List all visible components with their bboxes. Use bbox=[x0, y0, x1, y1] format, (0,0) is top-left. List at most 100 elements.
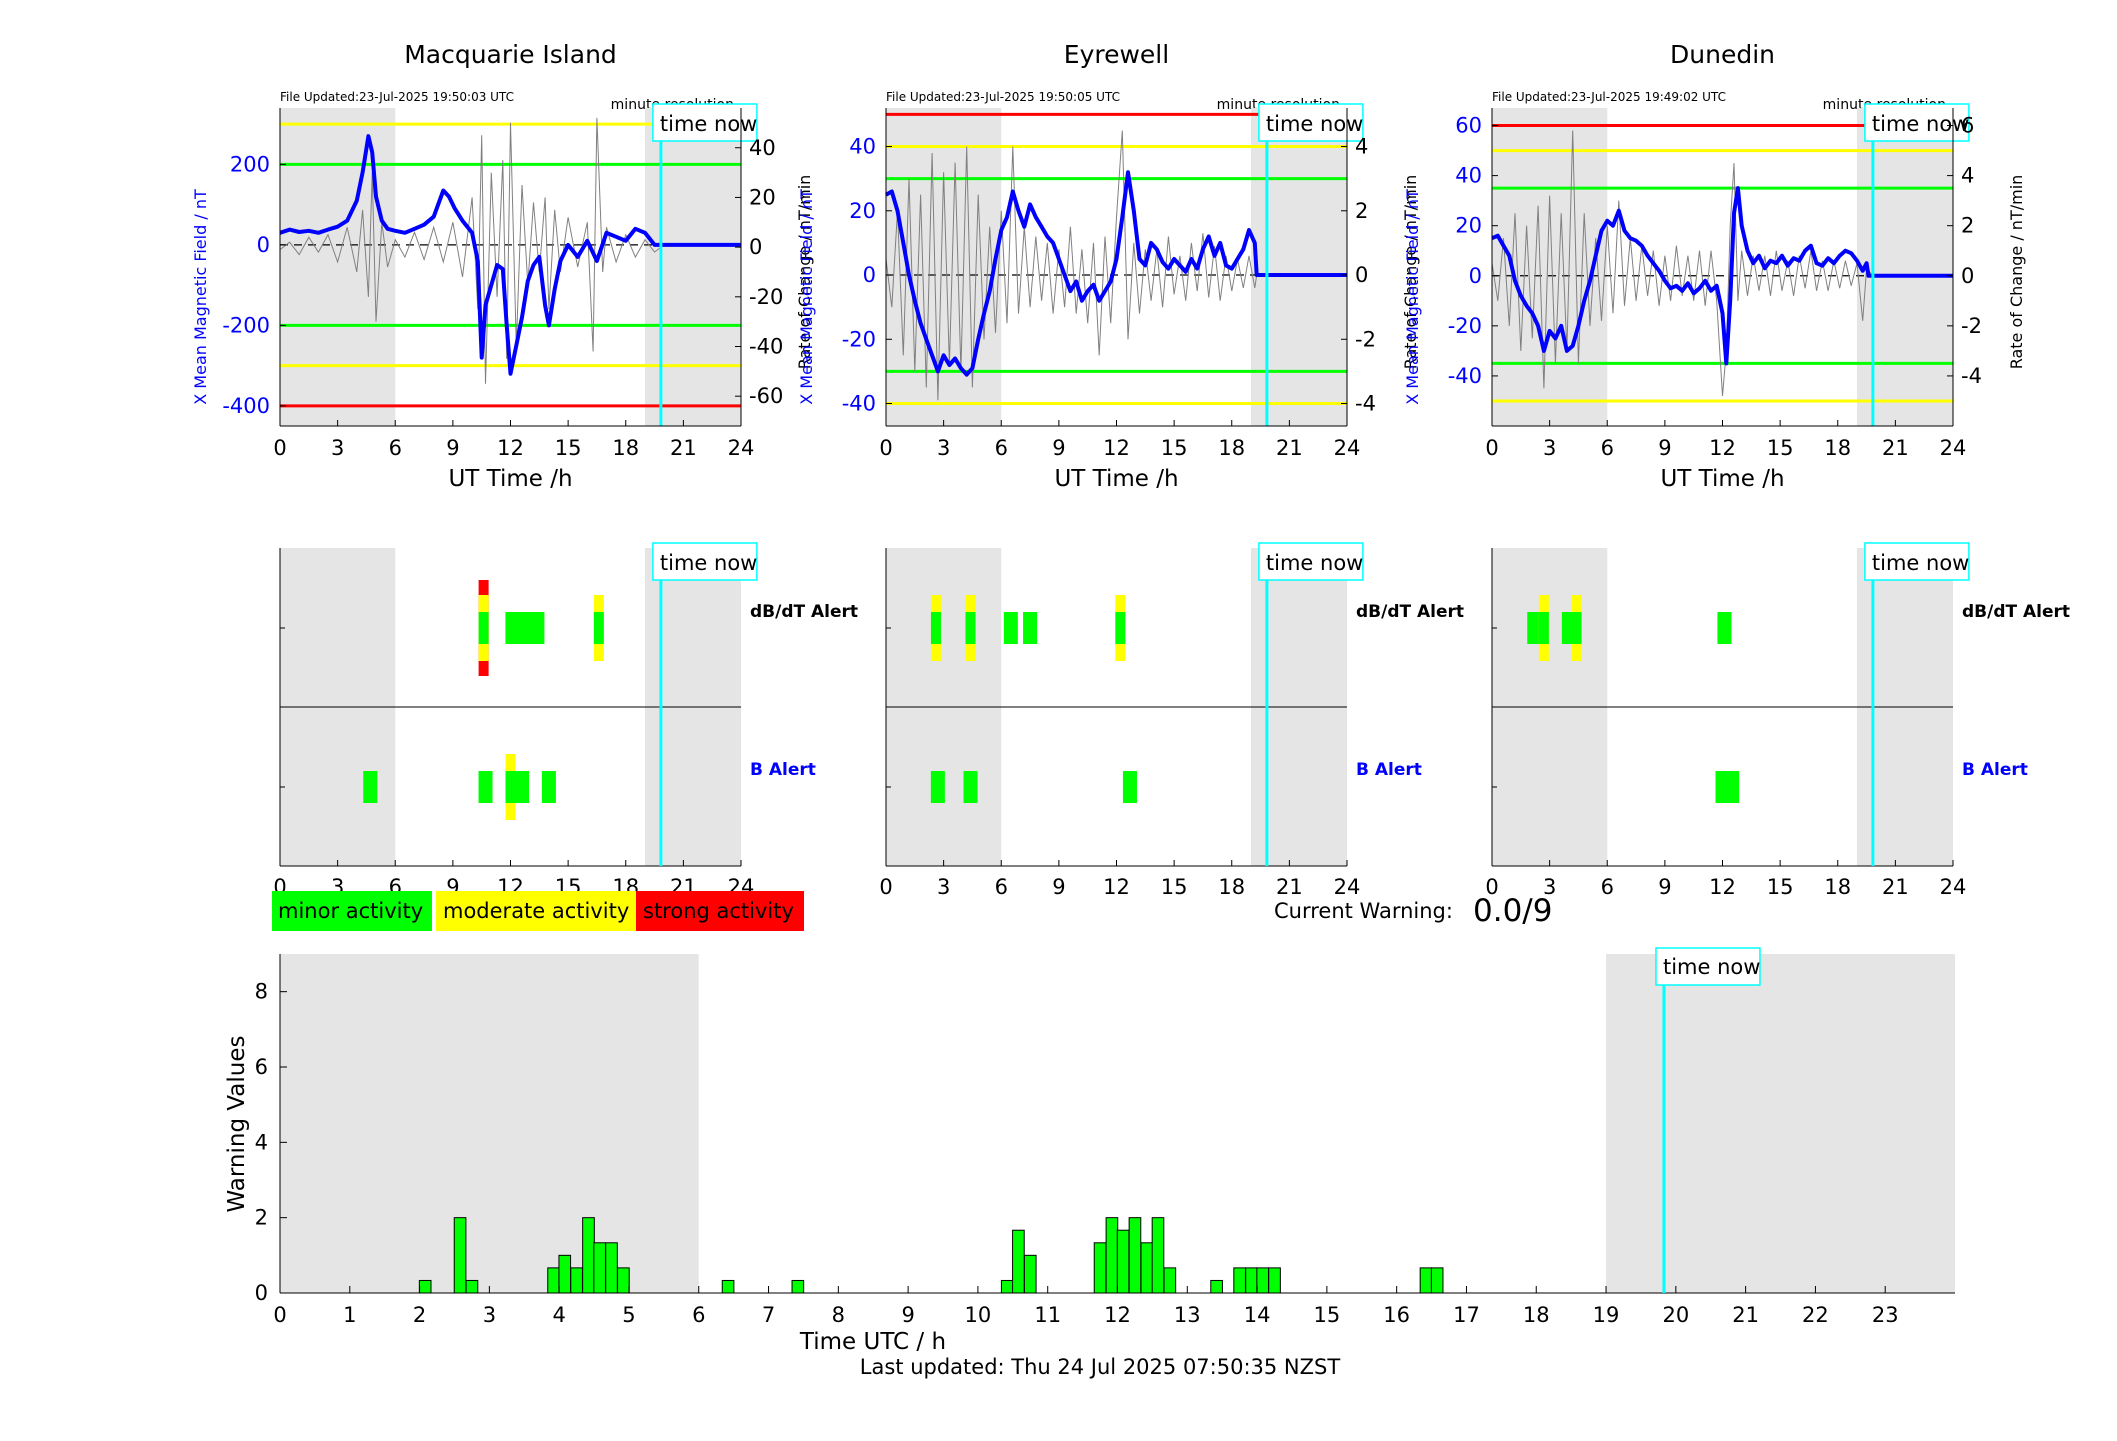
time-now-box bbox=[1655, 947, 1761, 986]
x-tick-label: 21 bbox=[1882, 875, 1909, 899]
x-tick-label: 3 bbox=[937, 875, 950, 899]
x-axis-label: Time UTC / h bbox=[799, 1329, 946, 1355]
b-alert-label: B Alert bbox=[1962, 760, 2028, 780]
x-tick-label: 15 bbox=[1161, 875, 1188, 899]
x-tick-label: 0 bbox=[1485, 436, 1498, 460]
alert-panel-2: time now dB/dT Alert B Alert 0 3 6 9 12 15 18 21 24 bbox=[1485, 542, 2070, 899]
right-tick-label: 40 bbox=[749, 136, 776, 160]
time-now-label: time now bbox=[1872, 551, 1969, 575]
station-panel-0: Macquarie Island File Updated:23-Jul-2025… bbox=[191, 40, 814, 492]
x-tick-label: 3 bbox=[1543, 436, 1556, 460]
x-tick-label: 6 bbox=[692, 1303, 705, 1327]
b-alert-mark-minor bbox=[541, 771, 556, 803]
warning-bar bbox=[547, 1267, 560, 1294]
b-alert-mark-minor bbox=[963, 771, 978, 803]
left-tick-label: 0 bbox=[1469, 264, 1482, 288]
x-tick-label: 17 bbox=[1453, 1303, 1480, 1327]
left-axis-label: X Mean Magnetic Field / nT bbox=[797, 189, 816, 405]
right-tick-label: 0 bbox=[1961, 264, 1974, 288]
legend-moderate-box bbox=[436, 891, 636, 931]
right-tick-label: 0 bbox=[1355, 263, 1368, 287]
right-tick-label: 4 bbox=[1355, 135, 1368, 159]
x-tick-label: 0 bbox=[273, 1303, 286, 1327]
time-now-box bbox=[652, 542, 758, 581]
alert-panels: time now dB/dT Alert B Alert 0 3 6 9 12 15 18 21 24… bbox=[273, 542, 2070, 899]
activity-legend: minor activity moderate activity strong … bbox=[272, 891, 804, 931]
y-tick-label: 4 bbox=[255, 1130, 268, 1154]
x-tick-label: 16 bbox=[1383, 1303, 1410, 1327]
dbdt-alert-mark-minor bbox=[965, 612, 976, 644]
time-now-box bbox=[1864, 103, 1970, 142]
x-tick-label: 9 bbox=[1658, 875, 1671, 899]
x-tick-label: 24 bbox=[1334, 875, 1361, 899]
left-tick-label: -400 bbox=[222, 394, 270, 418]
x-tick-label: 2 bbox=[413, 1303, 426, 1327]
x-tick-label: 15 bbox=[1314, 1303, 1341, 1327]
night-shade bbox=[1492, 108, 1608, 426]
x-tick-label: 14 bbox=[1244, 1303, 1271, 1327]
warning-bar bbox=[1093, 1242, 1107, 1294]
right-axis-label: Rate of Change / nT/min bbox=[795, 175, 814, 370]
dbdt-alert-mark-minor bbox=[1717, 612, 1732, 644]
right-tick-label: -4 bbox=[1355, 392, 1376, 416]
x-tick-label: 19 bbox=[1593, 1303, 1620, 1327]
dbdt-alert-mark-minor bbox=[516, 612, 531, 644]
warning-bar bbox=[605, 1242, 618, 1294]
left-tick-label: 20 bbox=[849, 199, 876, 223]
warning-bar bbox=[1163, 1267, 1177, 1294]
x-tick-label: 1 bbox=[343, 1303, 356, 1327]
warning-bar bbox=[1116, 1229, 1130, 1294]
b-alert-mark-minor bbox=[478, 771, 493, 803]
time-now-label: time now bbox=[660, 112, 757, 136]
current-warning: Current Warning: 0.0/9 bbox=[1274, 893, 1552, 929]
x-tick-label: 10 bbox=[965, 1303, 992, 1327]
night-shade bbox=[280, 954, 699, 1293]
x-tick-label: 18 bbox=[1824, 436, 1851, 460]
x-tick-label: 3 bbox=[483, 1303, 496, 1327]
x-tick-label: 12 bbox=[1709, 875, 1736, 899]
warning-bar bbox=[1268, 1267, 1281, 1294]
dbdt-alert-mark-minor bbox=[478, 612, 489, 644]
alert-panel-1: time now dB/dT Alert B Alert 0 3 6 9 12 15 18 21 24 bbox=[879, 542, 1464, 899]
last-updated: Last updated: Thu 24 Jul 2025 07:50:35 N… bbox=[860, 1355, 1341, 1379]
b-alert-mark-minor bbox=[1122, 771, 1137, 803]
right-tick-label: 20 bbox=[749, 185, 776, 209]
y-tick-label: 0 bbox=[255, 1281, 268, 1305]
x-tick-label: 18 bbox=[612, 436, 639, 460]
warning-bar bbox=[1105, 1217, 1119, 1294]
dbdt-alert-label: dB/dT Alert bbox=[1962, 602, 2070, 622]
warning-bar bbox=[1419, 1267, 1433, 1294]
b-alert-mark-minor bbox=[515, 771, 530, 803]
current-warning-label: Current Warning: bbox=[1274, 899, 1453, 923]
left-tick-label: -40 bbox=[1448, 364, 1482, 388]
b-alert-mark-minor bbox=[363, 771, 378, 803]
warning-bar bbox=[1128, 1217, 1142, 1294]
time-now-box bbox=[1864, 542, 1970, 581]
left-tick-label: 40 bbox=[1455, 164, 1482, 188]
warning-bar bbox=[1245, 1267, 1258, 1294]
magnetic-field-series bbox=[1491, 186, 1873, 366]
legend-strong-label: strong activity bbox=[643, 899, 794, 923]
x-tick-label: 0 bbox=[1485, 875, 1498, 899]
left-tick-label: 20 bbox=[1455, 214, 1482, 238]
x-tick-label: 24 bbox=[728, 436, 755, 460]
x-tick-label: 9 bbox=[901, 1303, 914, 1327]
warning-bar bbox=[570, 1267, 583, 1294]
warning-bar bbox=[582, 1217, 595, 1294]
dbdt-alert-mark-minor bbox=[530, 612, 545, 644]
x-tick-label: 13 bbox=[1174, 1303, 1201, 1327]
dbdt-alert-mark-minor bbox=[1527, 612, 1542, 644]
dbdt-alert-mark-minor bbox=[593, 612, 604, 644]
current-warning-value: 0.0/9 bbox=[1473, 893, 1552, 929]
right-tick-label: -40 bbox=[749, 335, 783, 359]
x-tick-label: 5 bbox=[622, 1303, 635, 1327]
warning-bar bbox=[1151, 1217, 1165, 1294]
left-tick-label: -20 bbox=[842, 327, 876, 351]
warning-bar bbox=[1023, 1254, 1037, 1294]
station-title: Dunedin bbox=[1670, 40, 1775, 69]
b-alert-mark-minor bbox=[1725, 771, 1740, 803]
left-tick-label: -40 bbox=[842, 392, 876, 416]
x-tick-label: 0 bbox=[879, 875, 892, 899]
time-now-label: time now bbox=[660, 551, 757, 575]
x-tick-label: 3 bbox=[937, 436, 950, 460]
